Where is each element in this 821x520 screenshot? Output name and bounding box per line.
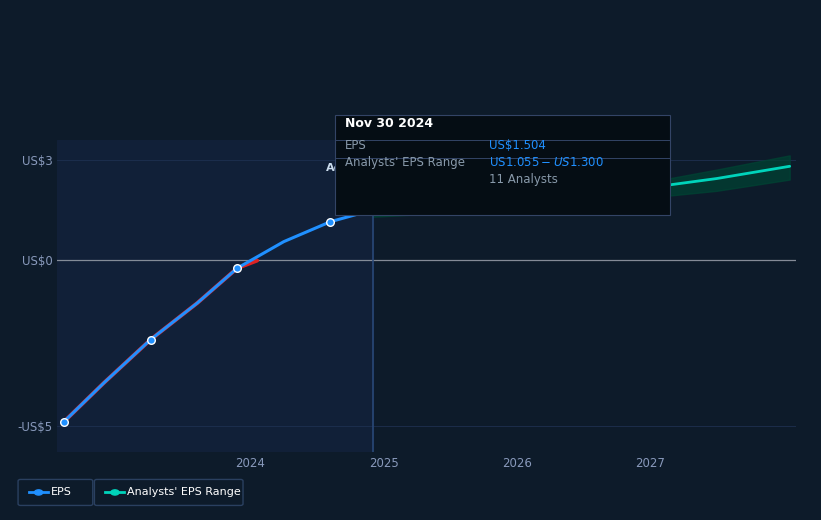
Point bbox=[231, 264, 244, 272]
Point bbox=[366, 206, 379, 214]
Text: EPS: EPS bbox=[51, 487, 71, 498]
Text: EPS: EPS bbox=[345, 139, 367, 152]
Point bbox=[644, 184, 657, 192]
Text: Analysts Forecasts: Analysts Forecasts bbox=[379, 163, 483, 173]
Text: Analysts' EPS Range: Analysts' EPS Range bbox=[345, 156, 465, 169]
Text: 11 Analysts: 11 Analysts bbox=[488, 173, 557, 186]
Text: Actual: Actual bbox=[326, 163, 366, 173]
Point bbox=[57, 418, 71, 426]
Point bbox=[323, 217, 337, 226]
Point bbox=[510, 196, 523, 204]
Text: US$1.055 - US$1.300: US$1.055 - US$1.300 bbox=[488, 156, 603, 169]
Point bbox=[366, 206, 379, 214]
Point bbox=[144, 335, 158, 344]
Text: US$1.504: US$1.504 bbox=[488, 139, 545, 152]
Bar bbox=[57, 140, 373, 452]
Text: Analysts' EPS Range: Analysts' EPS Range bbox=[127, 487, 241, 498]
Text: Nov 30 2024: Nov 30 2024 bbox=[345, 118, 433, 131]
